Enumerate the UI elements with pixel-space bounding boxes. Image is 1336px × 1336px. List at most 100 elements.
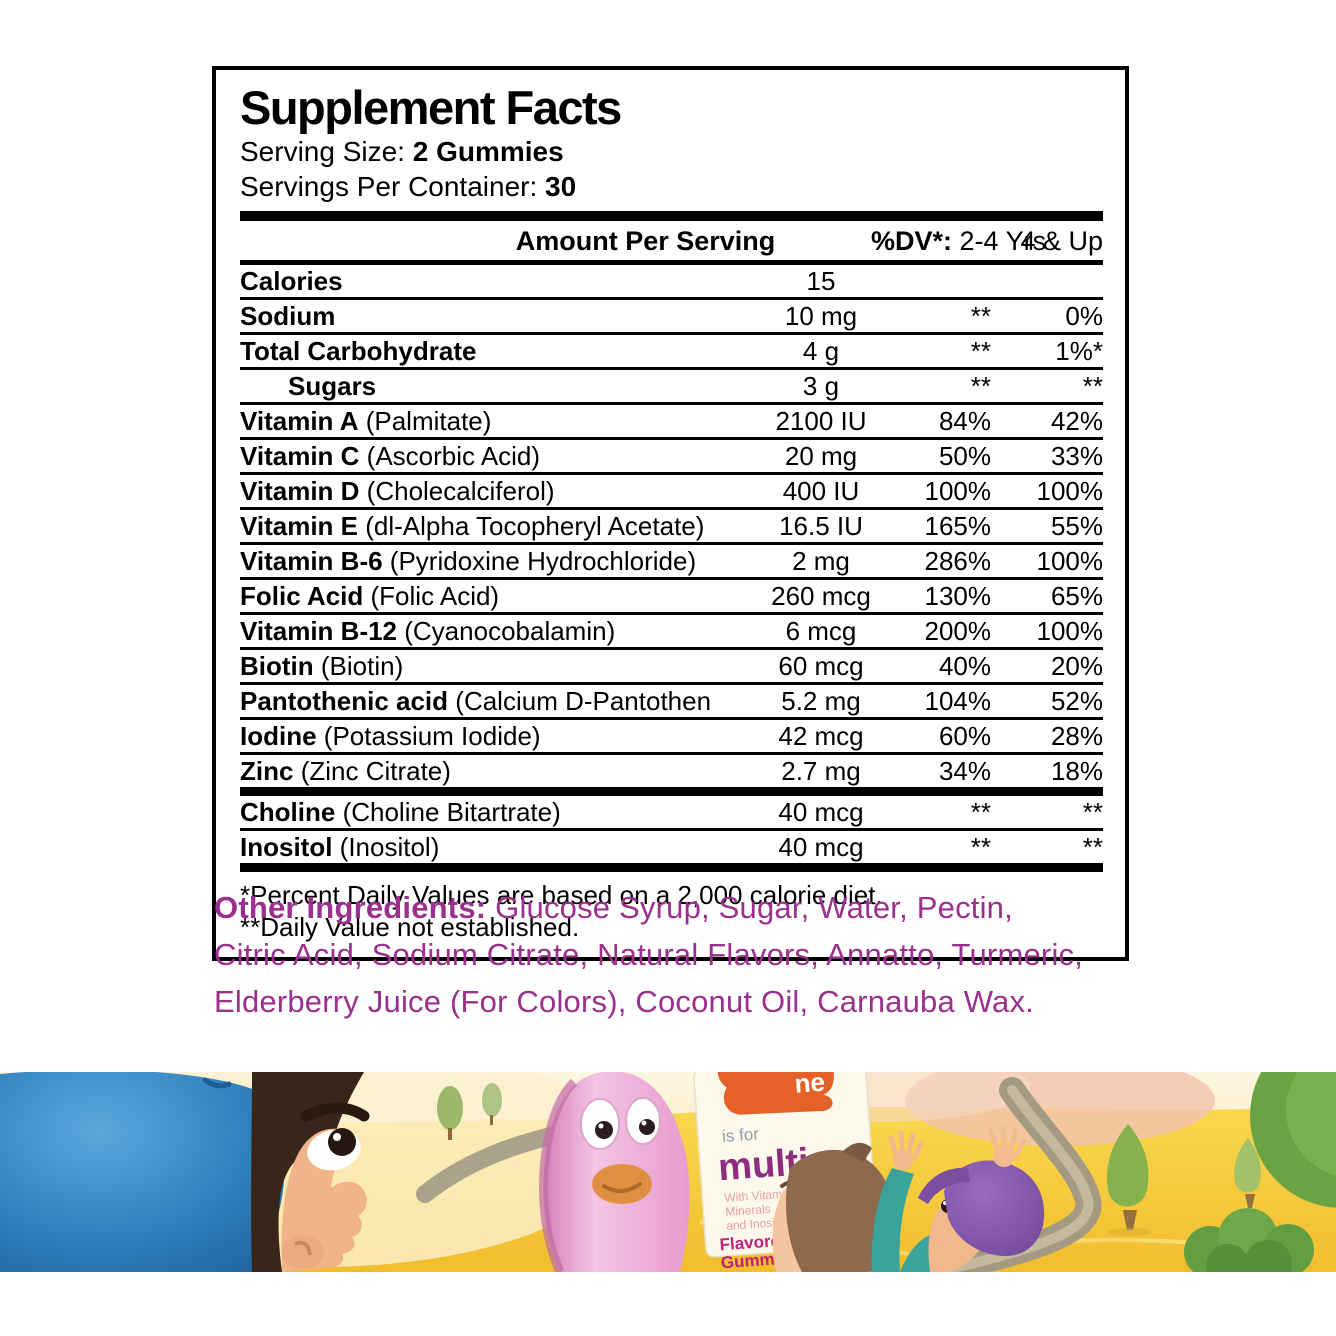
nutrient-amount: 2100 IU	[775, 406, 867, 436]
pink-gummy-smile	[602, 1182, 642, 1193]
nutrient-dv-2-4yrs: 286%	[924, 546, 992, 576]
nutrient-dv-4up: 100%	[1036, 546, 1104, 576]
nutrient-amount: 6 mcg	[785, 616, 857, 646]
amount-per-serving-header: Amount Per Serving	[515, 226, 776, 256]
nutrient-dv-2-4yrs: **	[970, 371, 991, 401]
boy-fingers	[988, 1125, 1027, 1158]
nutrient-name: Vitamin C (Ascorbic Acid)	[240, 441, 541, 471]
nutrient-row: Sugars 3 g ** **	[240, 370, 1103, 405]
nutrient-name: Zinc (Zinc Citrate)	[240, 756, 451, 786]
product-illustration: ne is for multi With Vitamins, Minerals …	[0, 1072, 1336, 1272]
nutrient-amount: 40 mcg	[778, 797, 864, 827]
pink-gummy-edge	[539, 1078, 578, 1272]
nutrient-dv-2-4yrs: **	[970, 832, 991, 862]
nutrient-name: Biotin (Biotin)	[240, 651, 404, 681]
panel-title: Supplement Facts	[240, 81, 622, 134]
package-tagline-3: and Inositol	[726, 1215, 788, 1233]
nutrient-row: Iodine (Potassium Iodide) 42 mcg 60% 28%	[240, 720, 1103, 755]
nutrient-dv-4up: 100%	[1036, 476, 1104, 506]
man-face	[251, 1072, 370, 1272]
nutrient-row: Biotin (Biotin) 60 mcg 40% 20%	[240, 650, 1103, 685]
bush	[1184, 1208, 1314, 1272]
nutrient-name: Vitamin E (dl-Alpha Tocopheryl Acetate)	[240, 511, 705, 541]
nutrient-dv-4up: 20%	[1050, 651, 1103, 681]
nutrient-dv-2-4yrs: **	[970, 336, 991, 366]
girl-hair-tuft	[842, 1142, 872, 1162]
nutrient-row: Pantothenic acid (Calcium D-Pantothenate…	[240, 685, 1103, 720]
product-package: ne is for multi With Vitamins, Minerals …	[693, 1072, 879, 1272]
serving-size-line: Serving Size: 2 Gummies	[240, 134, 1103, 169]
footnote-dv-not-established: **Daily Value not established.	[240, 912, 580, 942]
nutrient-dv-2-4yrs: 40%	[938, 651, 991, 681]
girl-arm-sleeve	[871, 1168, 914, 1272]
nutrient-name: Choline (Choline Bitartrate)	[240, 797, 561, 827]
nutrient-name: Vitamin D (Cholecalciferol)	[240, 476, 555, 506]
pink-gummy-lips	[592, 1164, 652, 1204]
nutrient-dv-4up: **	[1082, 371, 1103, 401]
nutrient-amount: 40 mcg	[778, 832, 864, 862]
package-logo-text: ne	[794, 1072, 826, 1099]
nutrient-name: Vitamin B-6 (Pyridoxine Hydrochloride)	[240, 546, 697, 576]
nutrient-dv-2-4yrs: **	[970, 797, 991, 827]
nutrient-row: Zinc (Zinc Citrate) 2.7 mg 34% 18%	[240, 755, 1103, 796]
nutrient-dv-2-4yrs: 130%	[924, 581, 992, 611]
nutrient-table: Calories 15 Sodium 10 mg ** 0% Total Car…	[240, 265, 1103, 872]
man-eyebrow	[300, 1102, 370, 1122]
nutrient-dv-4up: 65%	[1050, 581, 1103, 611]
tree-right-small	[1234, 1138, 1261, 1208]
nutrient-amount: 42 mcg	[778, 721, 864, 751]
blue-gummy	[0, 1072, 285, 1272]
nutrient-amount: 260 mcg	[771, 581, 871, 611]
nutrient-row: Sodium 10 mg ** 0%	[240, 300, 1103, 335]
servings-per-container-line: Servings Per Container: 30	[240, 169, 1103, 204]
nutrient-dv-2-4yrs: 34%	[938, 756, 991, 786]
package-logo-blob	[717, 1072, 834, 1115]
serving-size-value: 2 Gummies	[412, 136, 564, 167]
nutrient-row: Vitamin E (dl-Alpha Tocopheryl Acetate) …	[240, 510, 1103, 545]
nutrient-name: Iodine (Potassium Iodide)	[240, 721, 541, 751]
nutrient-name: Sodium	[240, 301, 336, 331]
boy-cap-brim	[918, 1167, 970, 1204]
nutrient-dv-2-4yrs: 104%	[924, 686, 992, 716]
nutrient-name: Total Carbohydrate	[240, 336, 477, 366]
nutrient-row: Vitamin A (Palmitate) 2100 IU 84% 42%	[240, 405, 1103, 440]
nutrient-name: Sugars	[288, 371, 377, 401]
nutrient-name: Vitamin B-12 (Cyanocobalamin)	[240, 616, 616, 646]
nutrient-dv-2-4yrs: 100%	[924, 476, 992, 506]
nutrient-amount: 2 mg	[792, 546, 850, 576]
nutrient-amount: 20 mg	[784, 441, 858, 471]
girl-fingers	[888, 1130, 924, 1161]
nutrient-dv-4up: 52%	[1050, 686, 1103, 716]
nutrient-dv-2-4yrs: 84%	[938, 406, 991, 436]
other-ingredients-paragraph: Other Ingredients: Glucose Syrup, Sugar,…	[214, 884, 1086, 1025]
nutrient-name: Inositol (Inositol)	[240, 832, 440, 862]
road-left-segment	[416, 1125, 569, 1203]
nutrient-name: Vitamin A (Palmitate)	[240, 406, 492, 436]
illustration-scene: ne is for multi With Vitamins, Minerals …	[0, 1072, 1336, 1272]
nutrient-amount: 60 mcg	[778, 651, 864, 681]
nutrient-row: Vitamin B-6 (Pyridoxine Hydrochloride) 2…	[240, 545, 1103, 580]
servings-value: 30	[545, 171, 577, 202]
man-eye-glint	[333, 1133, 341, 1141]
package-tagline-2: Minerals	[725, 1202, 771, 1219]
nutrient-amount: 2.7 mg	[781, 756, 861, 786]
nutrient-amount: 10 mg	[784, 301, 858, 331]
nutrient-dv-4up: 33%	[1050, 441, 1103, 471]
nutrient-dv-2-4yrs: 200%	[924, 616, 992, 646]
tree-right	[1106, 1124, 1152, 1236]
nutrient-dv-4up: 100%	[1036, 616, 1104, 646]
boy-character	[900, 1125, 1045, 1272]
nutrient-dv-2-4yrs: 60%	[938, 721, 991, 751]
serving-size-label: Serving Size:	[240, 136, 405, 167]
nutrient-amount: 4 g	[802, 336, 840, 366]
nutrient-dv-4up: 0%	[1065, 301, 1103, 331]
man-ear	[282, 1235, 324, 1269]
footnote-percent-dv: *Percent Daily Values are based on a 2,0…	[240, 880, 883, 910]
dv-2-4yrs-header: %DV*: 2-4 Yrs	[871, 226, 1047, 256]
nutrient-dv-4up: 28%	[1050, 721, 1103, 751]
dv-4up-header: 4 & Up	[1020, 226, 1103, 256]
other-ingredients-text: Glucose Syrup, Sugar, Water, Pectin, Cit…	[214, 890, 1084, 1019]
nutrient-dv-4up: **	[1082, 797, 1103, 827]
nutrient-row: Vitamin C (Ascorbic Acid) 20 mg 50% 33%	[240, 440, 1103, 475]
girl-character	[772, 1130, 924, 1272]
